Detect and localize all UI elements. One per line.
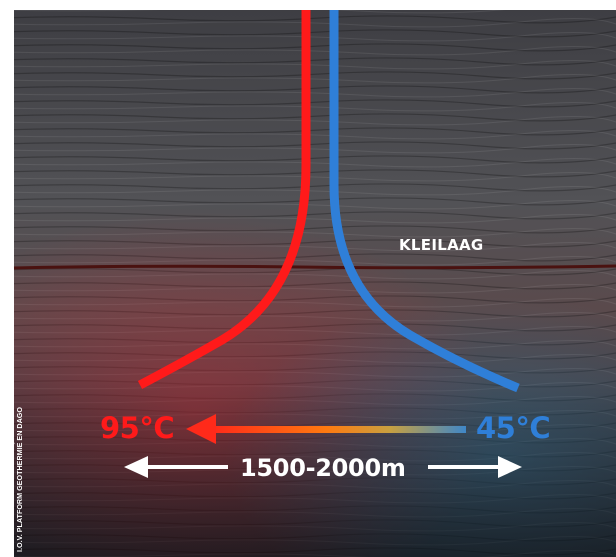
flow-arrow — [186, 414, 466, 444]
hot-pipe — [137, 10, 311, 389]
arrow-left-icon — [212, 426, 466, 433]
distance-left-head — [124, 456, 148, 478]
cold-temperature-label: 45°C — [476, 411, 551, 445]
distance-right-head — [498, 456, 522, 478]
credit-line-1: ILLUSTRATIE NIELS SNEYERS | HENS — [6, 420, 15, 552]
flow-arrowhead — [186, 414, 216, 444]
clay-layer-line — [13, 264, 616, 270]
illustration-credit: ILLUSTRATIE NIELS SNEYERS | HENS I.O.V. … — [6, 407, 24, 552]
arrow-right-icon — [428, 465, 500, 469]
hot-temperature-label: 95°C — [100, 411, 175, 445]
distance-arrow-right — [428, 456, 522, 478]
credit-line-2: I.O.V. PLATFORM GEOTHERMIE EN DAGO — [15, 407, 24, 552]
clay-layer-label: KLEILAAG — [399, 236, 484, 254]
cold-pipe — [329, 10, 520, 393]
distance-label: 1500-2000m — [240, 454, 406, 482]
arrow-left-icon — [146, 465, 228, 469]
distance-arrow-left — [124, 456, 228, 478]
